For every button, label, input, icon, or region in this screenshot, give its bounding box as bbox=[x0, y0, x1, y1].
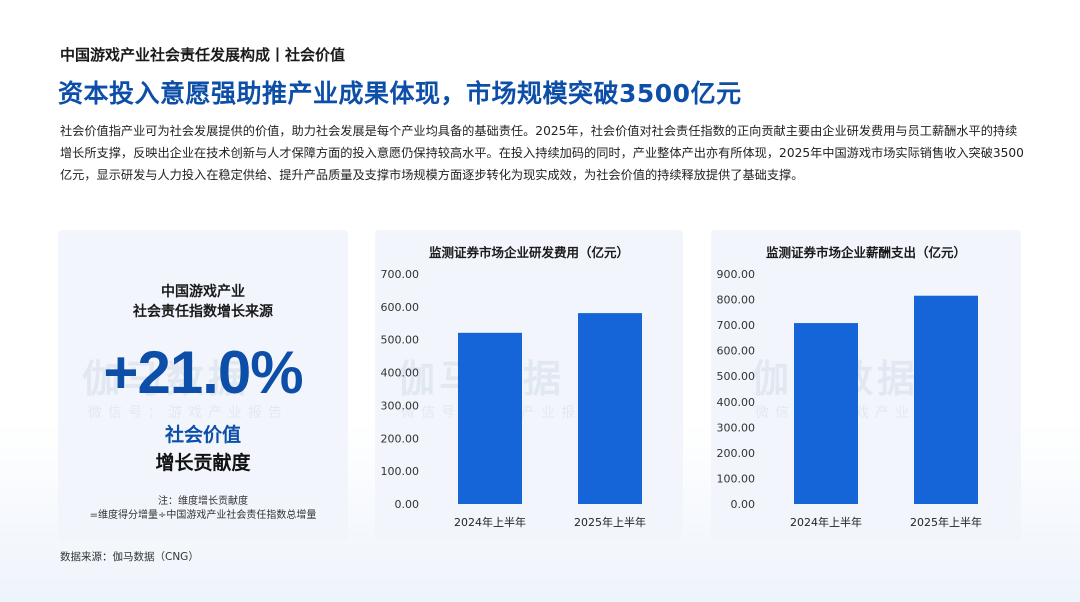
x-category-label: 2025年上半年 bbox=[574, 515, 646, 529]
y-tick-label: 700.00 bbox=[381, 268, 420, 281]
y-tick-label: 0.00 bbox=[395, 498, 420, 511]
kpi-title-line1: 中国游戏产业 bbox=[161, 284, 245, 300]
section-subtitle: 中国游戏产业社会责任发展构成丨社会价值 bbox=[60, 46, 346, 64]
bar bbox=[794, 323, 858, 504]
kpi-title-line2: 社会责任指数增长来源 bbox=[133, 304, 273, 320]
chart-title: 监测证券市场企业薪酬支出（亿元） bbox=[765, 245, 966, 260]
rd-expense-chart-panel: 伽马数据 微信号：游戏产业报告 监测证券市场企业研发费用（亿元） 0.00100… bbox=[375, 230, 683, 540]
kpi-footnote: 注：维度增长贡献度 =维度得分增量÷中国游戏产业社会责任指数总增量 bbox=[58, 495, 348, 523]
kpi-footnote-line2: =维度得分增量÷中国游戏产业社会责任指数总增量 bbox=[89, 510, 317, 521]
salary-expense-bar-chart: 0.00 100.00 200.00 300.00 400.00 500.00 600.00… bbox=[717, 268, 983, 529]
bar bbox=[578, 313, 642, 504]
kpi-title: 中国游戏产业 社会责任指数增长来源 bbox=[58, 282, 348, 322]
y-tick-label: 100.00 bbox=[381, 465, 420, 478]
y-tick-label: 500.00 bbox=[717, 370, 756, 383]
y-tick-label: 0.00 bbox=[731, 498, 756, 511]
y-tick-label: 300.00 bbox=[717, 421, 756, 434]
kpi-label-primary: 社会价值 bbox=[164, 424, 241, 446]
y-tick-label: 100.00 bbox=[717, 472, 756, 485]
x-category-label: 2024年上半年 bbox=[454, 515, 526, 529]
kpi-label-secondary: 增长贡献度 bbox=[155, 452, 251, 474]
y-tick-label: 900.00 bbox=[717, 268, 756, 281]
y-tick-label: 200.00 bbox=[381, 432, 420, 445]
page-headline: 资本投入意愿强助推产业成果体现，市场规模突破3500亿元 bbox=[58, 79, 742, 108]
y-tick-label: 800.00 bbox=[717, 294, 756, 307]
x-category-label: 2024年上半年 bbox=[790, 515, 862, 529]
y-tick-label: 700.00 bbox=[717, 319, 756, 332]
y-tick-label: 400.00 bbox=[717, 396, 756, 409]
y-tick-label: 300.00 bbox=[381, 399, 420, 412]
chart-title: 监测证券市场企业研发费用（亿元） bbox=[428, 245, 629, 260]
intro-paragraph: 社会价值指产业可为社会发展提供的价值，助力社会发展是每个产业均具备的基础责任。2… bbox=[60, 124, 1024, 182]
kpi-footnote-line1: 注：维度增长贡献度 bbox=[158, 496, 248, 507]
y-tick-label: 400.00 bbox=[381, 367, 420, 380]
salary-expense-chart-panel: 伽马数据 微信号：游戏产业报告 监测证券市场企业薪酬支出（亿元） 0.00100… bbox=[711, 230, 1021, 540]
bar bbox=[914, 295, 978, 504]
y-tick-label: 200.00 bbox=[717, 447, 756, 460]
y-tick-label: 500.00 bbox=[381, 334, 420, 347]
kpi-value: +21.0% bbox=[103, 339, 303, 406]
data-source: 数据来源：伽马数据（CNG） bbox=[60, 551, 199, 563]
y-tick-label: 600.00 bbox=[717, 345, 756, 358]
kpi-panel: 伽马数据 微信号：游戏产业报告 中国游戏产业 社会责任指数增长来源 +21.0%… bbox=[58, 230, 348, 540]
rd-expense-bar-chart: 0.00 100.00 200.00 300.00 400.00 500.00 600.00… bbox=[381, 268, 647, 529]
y-tick-label: 600.00 bbox=[381, 301, 420, 314]
x-category-label: 2025年上半年 bbox=[910, 515, 982, 529]
bar bbox=[458, 332, 522, 504]
